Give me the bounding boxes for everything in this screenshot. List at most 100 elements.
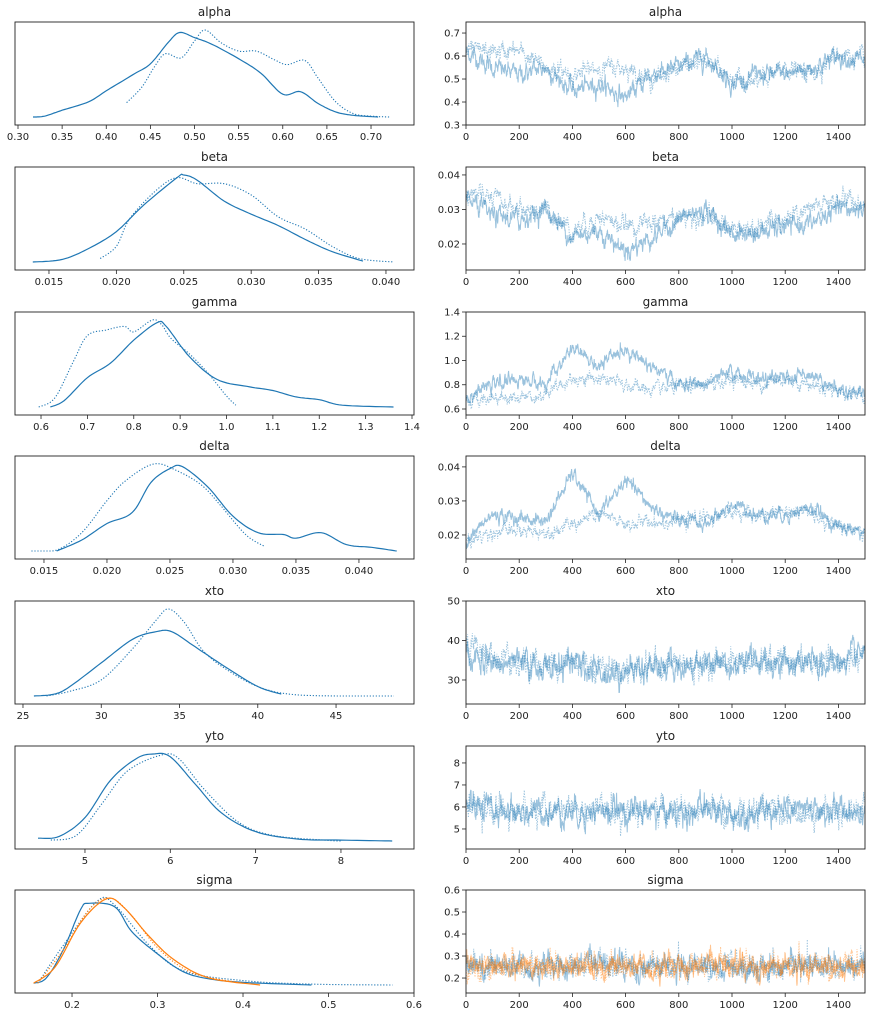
trace-line-dotted-1 — [466, 370, 865, 411]
trace-line-dotted-1 — [466, 40, 865, 95]
x-tick-label: 0.55 — [228, 132, 250, 143]
x-tick-label: 0.65 — [316, 132, 338, 143]
x-tick-label: 1000 — [719, 566, 744, 577]
x-tick-label: 0.45 — [139, 132, 161, 143]
x-tick-label: 0 — [463, 711, 469, 722]
x-tick-label: 0.9 — [172, 422, 188, 433]
x-tick-label: 0.7 — [79, 422, 95, 433]
x-tick-label: 400 — [563, 132, 582, 143]
x-tick-label: 1.0 — [219, 422, 235, 433]
x-tick-label: 0.70 — [360, 132, 382, 143]
x-tick-label: 0.040 — [372, 277, 401, 288]
trace-line-dotted-1 — [466, 939, 865, 985]
x-tick-label: 0.035 — [282, 566, 311, 577]
y-tick-label: 0.6 — [444, 886, 460, 897]
x-tick-label: 1000 — [719, 711, 744, 722]
x-tick-label: 400 — [563, 711, 582, 722]
trace-line-dotted-1 — [466, 182, 865, 245]
x-tick-label: 45 — [330, 711, 343, 722]
x-tick-label: 600 — [616, 856, 635, 867]
x-tick-label: 40 — [251, 711, 264, 722]
density-panel-delta: delta 0.015 0.020 0.025 0.030 0.035 0.040 — [14, 439, 415, 577]
y-tick-label: 8 — [454, 758, 460, 769]
x-tick-label: 0.025 — [169, 277, 198, 288]
trace-line-solid-0 — [466, 342, 865, 405]
y-tick-label: 5 — [454, 824, 460, 835]
x-tick-label: 30 — [95, 711, 108, 722]
density-title: beta — [201, 150, 228, 164]
trace-title: yto — [656, 729, 675, 743]
trace-panel-xto: xto 0 200 400 600 800 1000 1200 1400 30 40 50 — [447, 584, 866, 722]
x-tick-label: 200 — [510, 566, 529, 577]
x-tick-label: 1200 — [772, 132, 797, 143]
x-tick-label: 0 — [463, 856, 469, 867]
x-tick-label: 0.025 — [156, 566, 185, 577]
y-tick-label: 0.04 — [438, 462, 460, 473]
x-tick-label: 0.4 — [235, 1000, 251, 1011]
x-tick-label: 1.3 — [358, 422, 374, 433]
density-curve-solid-0 — [33, 31, 379, 118]
x-tick-label: 600 — [616, 1000, 635, 1011]
trace-title: alpha — [649, 5, 682, 19]
y-tick-label: 0.03 — [438, 496, 460, 507]
trace-title: sigma — [647, 873, 683, 887]
trace-axes-frame — [465, 311, 866, 416]
x-tick-label: 0.040 — [345, 566, 374, 577]
row-gamma: gamma 0.6 0.7 0.8 0.9 1.0 1.1 1.2 1.3 1.4 gamma 0 20… — [14, 295, 866, 433]
density-title: delta — [199, 439, 229, 453]
x-tick-label: 0.015 — [35, 277, 64, 288]
y-tick-label: 40 — [447, 636, 460, 647]
trace-line-dotted-1 — [466, 501, 865, 549]
density-axes-frame — [14, 745, 415, 850]
density-curve-dotted-1 — [38, 319, 237, 408]
density-curve-solid-2 — [33, 897, 261, 986]
x-tick-label: 800 — [669, 566, 688, 577]
trace-panel-yto: yto 0 200 400 600 800 1000 1200 1400 5 6 7 8 — [454, 729, 866, 867]
trace-panel-alpha: alpha 0 200 400 600 800 1000 1200 1400 0.3 0.4 0.5 0… — [444, 5, 866, 143]
density-panel-sigma: sigma 0.2 0.3 0.4 0.5 0.6 — [14, 873, 422, 1011]
x-tick-label: 200 — [510, 856, 529, 867]
row-sigma: sigma 0.2 0.3 0.4 0.5 0.6 sigma 0 200 400 600 800 10… — [14, 873, 866, 1011]
x-tick-label: 600 — [616, 422, 635, 433]
y-tick-label: 0.5 — [444, 75, 460, 86]
trace-line-solid-0 — [466, 943, 865, 987]
x-tick-label: 400 — [563, 277, 582, 288]
x-tick-label: 1200 — [772, 422, 797, 433]
x-tick-label: 0 — [463, 1000, 469, 1011]
x-tick-label: 1400 — [826, 856, 851, 867]
trace-line-solid-0 — [466, 190, 865, 262]
x-tick-label: 1200 — [772, 1000, 797, 1011]
trace-line-dotted-1 — [466, 790, 865, 837]
y-tick-label: 7 — [454, 780, 460, 791]
x-tick-label: 0.6 — [406, 1000, 422, 1011]
density-curve-solid-0 — [32, 173, 364, 263]
y-tick-label: 0.4 — [444, 930, 460, 941]
x-tick-label: 200 — [510, 711, 529, 722]
x-tick-label: 800 — [669, 711, 688, 722]
y-tick-label: 0.4 — [444, 98, 460, 109]
x-tick-label: 8 — [338, 856, 344, 867]
density-panel-yto: yto 5 6 7 8 — [14, 729, 415, 867]
x-tick-label: 600 — [616, 277, 635, 288]
density-axes-frame — [14, 455, 415, 560]
x-tick-label: 0.50 — [183, 132, 205, 143]
x-tick-label: 1200 — [772, 711, 797, 722]
y-tick-label: 1.2 — [444, 332, 460, 343]
x-tick-label: 1000 — [719, 132, 744, 143]
x-tick-label: 1400 — [826, 132, 851, 143]
x-tick-label: 7 — [252, 856, 258, 867]
x-tick-label: 1000 — [719, 422, 744, 433]
trace-line-solid-2 — [466, 944, 865, 987]
x-tick-label: 800 — [669, 277, 688, 288]
x-tick-label: 0.030 — [237, 277, 266, 288]
y-tick-label: 1.0 — [444, 356, 460, 367]
trace-line-solid-0 — [466, 46, 865, 108]
density-axes-frame — [14, 600, 415, 705]
x-tick-label: 400 — [563, 856, 582, 867]
x-tick-label: 1200 — [772, 277, 797, 288]
density-axes-frame — [14, 311, 415, 416]
x-tick-label: 0.35 — [51, 132, 73, 143]
